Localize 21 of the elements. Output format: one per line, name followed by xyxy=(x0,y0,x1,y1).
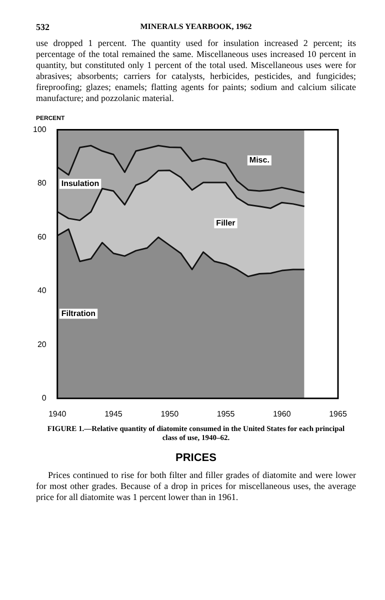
series-label: Misc. xyxy=(249,156,270,165)
x-tick-label: 1955 xyxy=(216,409,236,418)
y-tick-label: 40 xyxy=(37,286,47,296)
x-tick-label: 1945 xyxy=(104,409,123,418)
text: PRICES xyxy=(174,452,218,464)
text: 532 xyxy=(36,22,50,32)
series-label: Filler xyxy=(216,218,236,228)
y-tick-label: 0 xyxy=(42,394,47,403)
y-tick-label: 80 xyxy=(37,178,47,188)
series-label: Filtration xyxy=(61,308,96,318)
y-tick-label: 100 xyxy=(32,125,47,134)
text: Prices continued to rise for both filter and filler grades of diatomite and were lower for most other grades. Because of a drop in prices for miscellaneous uses, the average price for all diatomite was 1 percent lower than in 1961. xyxy=(36,470,356,503)
text: use dropped 1 percent. The quantity used for insulation increased 2 percent; its percentage of the total remained the same. Miscellaneous uses increased 10 percent in quantity, but constituted only 1 percent of the total used. Miscellaneous uses were for abrasives; absorbents; carriers for catalysts, herbicides, pesticides, and fungicides; fireproofing; glazes; enamels; flatting agents for paints; sodium and calcium silicate manufacture; and pozzolanic material. xyxy=(36,38,356,104)
y-tick-label: 20 xyxy=(37,340,47,349)
x-tick-label: 1965 xyxy=(329,409,348,418)
x-tick-label: 1950 xyxy=(160,409,180,418)
y-tick-label: 60 xyxy=(37,232,47,242)
x-tick-label: 1940 xyxy=(48,409,67,418)
text: MINERALS YEARBOOK, 1962 xyxy=(139,22,253,32)
x-tick-label: 1960 xyxy=(272,409,292,418)
series-label: Insulation xyxy=(61,179,100,188)
